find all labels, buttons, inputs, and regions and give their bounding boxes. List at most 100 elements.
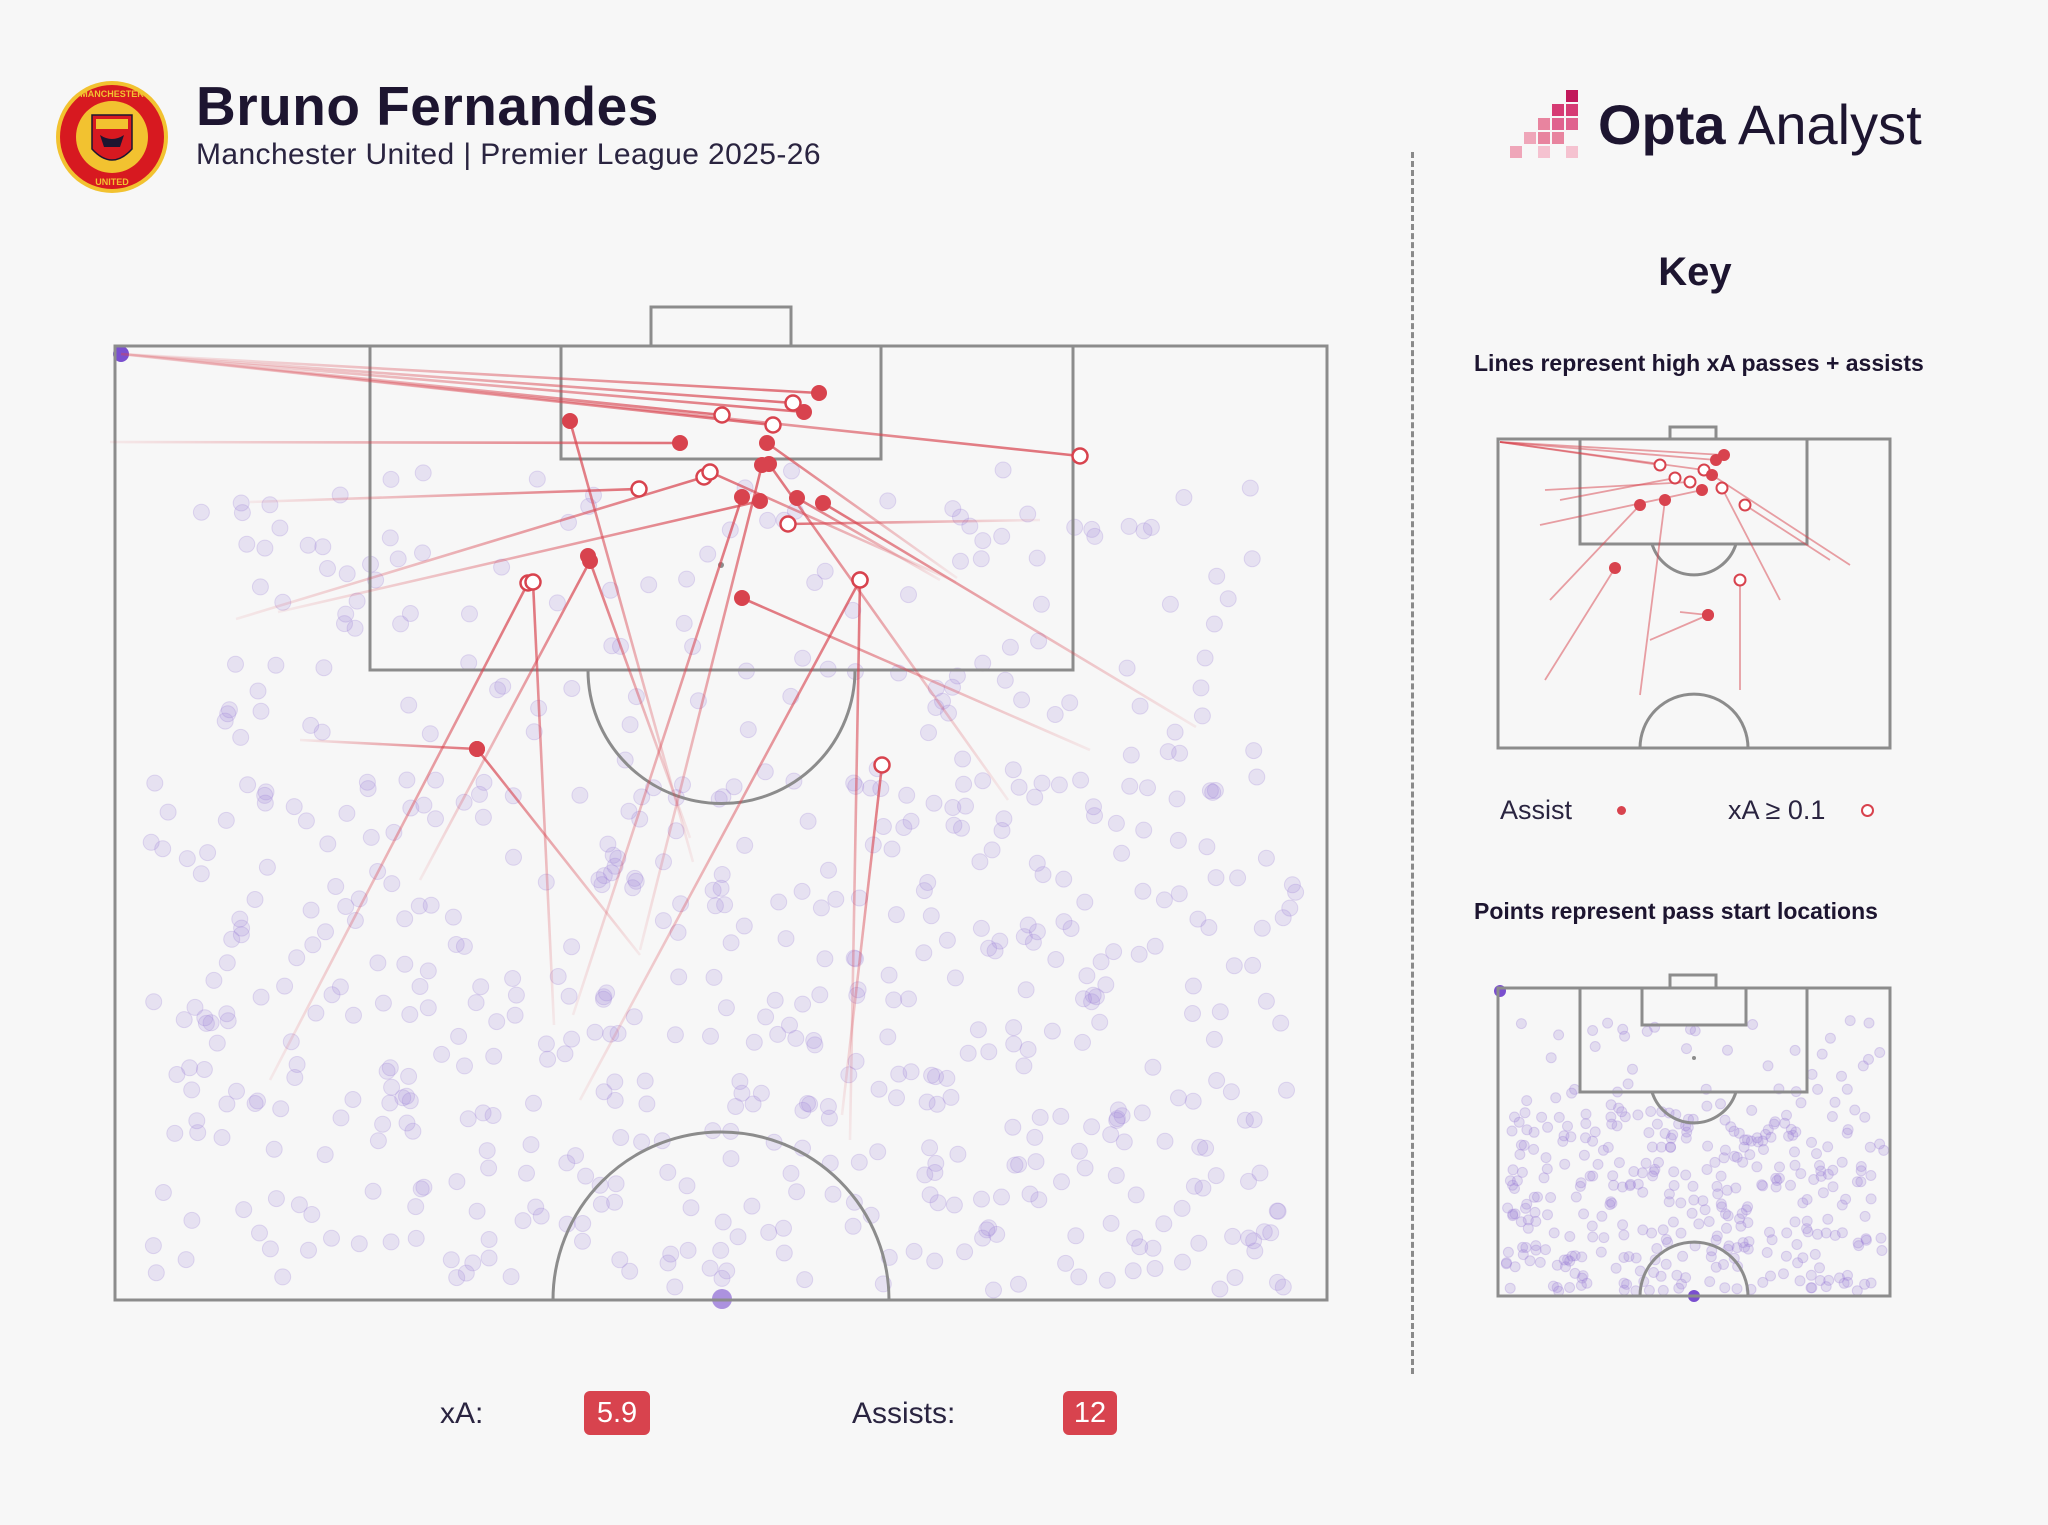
key-pass-start-point [1569,1250,1581,1262]
key-pass-start-point [1857,1060,1869,1072]
pass-start-point [345,1006,362,1024]
key-pass-start-point [1574,1180,1586,1192]
key-pass-start-point [1504,1175,1516,1187]
pass-start-point [974,772,992,790]
pass-start-point [455,937,473,955]
pass-start-point [945,1196,963,1214]
key-pass-start-point [1855,1161,1867,1172]
pass-start-point [518,1164,535,1182]
key-pass-start-point [1841,1127,1853,1139]
manchester-united-crest: MANCHESTER UNITED [56,81,168,193]
key-pass-start-point [1865,1170,1877,1181]
pass-start-point [938,931,956,949]
pass-start-point [1166,723,1184,741]
pass-start-point [1173,1199,1191,1217]
pass-start-point [1130,945,1148,963]
pass-start-point [1159,743,1177,761]
pass-start-point [590,871,608,889]
pass-start-point [299,536,317,554]
pass-start-point [303,1206,321,1223]
key-pass-start-point [1641,1025,1653,1037]
pass-start-point [1184,1005,1201,1022]
key-pass-start-point [1731,1283,1743,1295]
pass-start-point [996,671,1014,689]
key-pass-start-point [1578,1149,1590,1161]
pass-start-point [285,798,303,816]
pass-start-point [1224,1227,1242,1245]
pass-start-point [1142,518,1160,536]
key-pass-start-point [1838,1277,1850,1289]
pass-start-point [525,723,543,741]
pass-start-point [595,867,613,885]
key-pass-start-point [1637,1167,1648,1179]
pass-start-point [249,682,267,700]
key-pass-start-point [1809,1248,1821,1260]
pass-start-point [593,876,611,894]
pass-start-point [410,897,428,915]
pass-start-point [183,1081,201,1099]
key-pass-start-point [1770,1172,1782,1184]
pass-start-point [735,917,753,935]
pass-line [109,440,681,445]
pass-start-point [898,786,916,804]
pass-start-point [1010,778,1028,796]
pass-start-point [957,797,974,815]
key-pass-start-point [1517,1241,1529,1253]
assist-end-marker [815,495,831,511]
key-pass-start-point [1637,1224,1649,1236]
pass-start-point [1005,1019,1023,1037]
pass-start-point [902,812,920,830]
pass-start-point [427,771,444,789]
key-pass-start-point [1553,1029,1565,1041]
pass-start-point [1131,697,1149,715]
key-pass-start-point [1624,1180,1636,1192]
key-pass-start-point [1820,1227,1832,1239]
key-pass-start-point [1557,1135,1569,1147]
pitch-markings [113,305,1329,1302]
pass-start-point [1083,520,1101,538]
pass-start-point [154,840,172,858]
key-pass-start-point [1747,1019,1759,1030]
key-pass-line [1499,441,1661,466]
key-pass-start-point [1632,1178,1644,1190]
pass-start-point [887,906,905,924]
pass-start-point [1211,1003,1229,1021]
key-pass-start-point [1619,1111,1631,1123]
key-pass-line [1499,441,1725,456]
key-pass-start-point [1558,1254,1570,1266]
pass-start-point [381,1094,399,1112]
pass-start-point [988,1225,1006,1243]
key-pass-start-point [1718,1259,1729,1270]
pass-start-point [1205,615,1223,633]
pass-start-point [233,504,251,522]
key-pass-line [1499,441,1717,461]
pass-start-point [1272,1014,1290,1032]
pass-start-point [382,470,400,488]
key-xa-marker [1733,573,1747,587]
pass-start-point [633,1133,651,1151]
key-pass-start-point [1627,1063,1638,1075]
pass-start-point [346,619,364,637]
key-pass-start-point [1801,1215,1813,1227]
key-pass-start-point [1769,1116,1781,1128]
pass-start-point [604,846,622,864]
pass-start-point [1146,937,1164,955]
key-pass-start-point [1580,1108,1592,1120]
key-pass-start-point [1515,1216,1527,1228]
key-pass-start-point [1602,1017,1614,1029]
pass-start-point [1219,590,1237,608]
pass-start-point [1127,1186,1145,1204]
key-pass-start-point [1632,1109,1644,1121]
xa-end-marker [701,463,719,481]
pass-start-point [1098,1271,1116,1289]
pass-start-point [197,1014,215,1032]
pass-start-point [316,1146,334,1164]
pass-start-point [504,970,522,987]
key-pass-line [1721,487,1781,601]
key-pass-start-point [1773,1172,1785,1184]
pass-start-point [218,954,236,972]
pass-start-point [915,882,933,900]
key-pass-start-point [1660,1234,1672,1245]
pass-start-point [1161,595,1179,613]
